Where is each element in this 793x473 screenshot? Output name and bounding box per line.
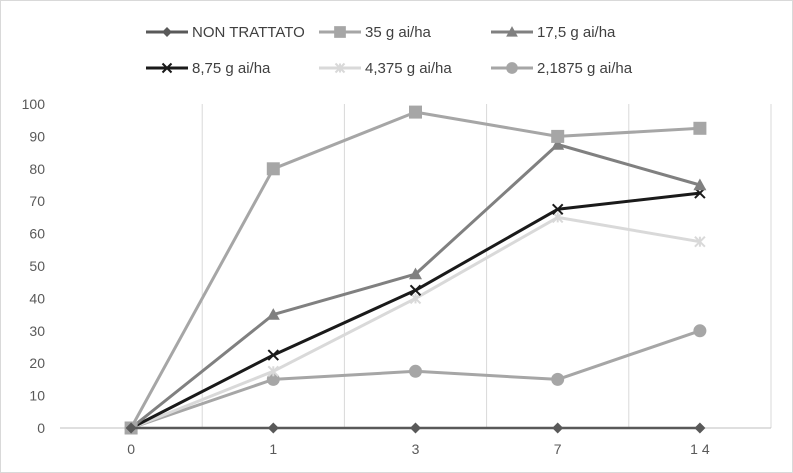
- marker-x: [161, 62, 173, 74]
- x-tick-label: 7: [554, 441, 562, 457]
- marker-triangle: [693, 178, 707, 191]
- marker-x: [409, 284, 422, 297]
- marker-triangle: [506, 26, 518, 37]
- y-tick-label: 60: [29, 226, 45, 242]
- marker-square: [334, 26, 346, 38]
- marker-square: [693, 121, 707, 135]
- marker-circle: [266, 372, 280, 386]
- legend-label: 4,375 g ai/ha: [365, 60, 452, 77]
- marker-circle: [409, 364, 422, 378]
- marker-x: [267, 349, 280, 361]
- marker-square: [551, 129, 565, 143]
- legend-label: 8,75 g ai/ha: [192, 60, 271, 77]
- legend-label: 17,5 g ai/ha: [537, 24, 616, 41]
- marker-circle: [506, 62, 518, 74]
- legend-label: 35 g ai/ha: [365, 24, 432, 41]
- series-5: [124, 324, 707, 435]
- legend-item: NON TRATTATO: [146, 24, 305, 41]
- marker-diamond: [162, 27, 172, 37]
- series-3: [125, 187, 706, 434]
- y-tick-label: 70: [29, 193, 45, 209]
- series-line: [130, 215, 701, 430]
- marker-star: [409, 292, 422, 305]
- y-tick-label: 90: [29, 128, 45, 144]
- y-tick-label: 10: [29, 388, 45, 404]
- x-tick-label: 3: [412, 441, 420, 457]
- y-tick-label: 80: [29, 161, 45, 177]
- marker-circle: [693, 324, 707, 338]
- marker-square: [409, 105, 422, 119]
- series-1: [124, 105, 707, 435]
- x-tick-label: 1: [269, 441, 277, 457]
- y-tick-label: 50: [29, 258, 45, 274]
- legend-item: 4,375 g ai/ha: [319, 60, 452, 77]
- marker-square: [266, 162, 280, 176]
- legend-item: 17,5 g ai/ha: [491, 24, 616, 41]
- marker-star: [334, 62, 346, 74]
- series-0: [125, 422, 706, 434]
- marker-star: [267, 365, 280, 378]
- marker-star: [551, 211, 564, 224]
- marker-triangle: [409, 267, 422, 280]
- marker-x: [551, 203, 564, 216]
- marker-triangle: [266, 308, 280, 320]
- marker-star: [694, 235, 706, 248]
- y-tick-label: 20: [29, 355, 45, 371]
- y-tick-label: 30: [29, 323, 45, 339]
- x-tick-label: 0: [127, 441, 135, 457]
- x-tick-label: 1 4: [690, 441, 710, 457]
- legend-item: 2,1875 g ai/ha: [491, 60, 633, 77]
- marker-circle: [551, 372, 565, 386]
- series-2: [124, 138, 707, 434]
- legend-item: 35 g ai/ha: [319, 24, 432, 41]
- marker-diamond: [552, 422, 564, 434]
- marker-diamond: [267, 422, 279, 434]
- legend-item: 8,75 g ai/ha: [146, 60, 271, 77]
- y-tick-label: 100: [22, 96, 46, 112]
- marker-diamond: [125, 422, 137, 434]
- legend-label: 2,1875 g ai/ha: [537, 60, 633, 77]
- marker-diamond: [410, 422, 421, 434]
- legend-label: NON TRATTATO: [192, 24, 305, 41]
- marker-diamond: [694, 422, 706, 434]
- y-tick-label: 0: [37, 420, 45, 436]
- y-tick-label: 40: [29, 290, 45, 306]
- marker-triangle: [551, 138, 565, 150]
- series-line: [130, 329, 701, 430]
